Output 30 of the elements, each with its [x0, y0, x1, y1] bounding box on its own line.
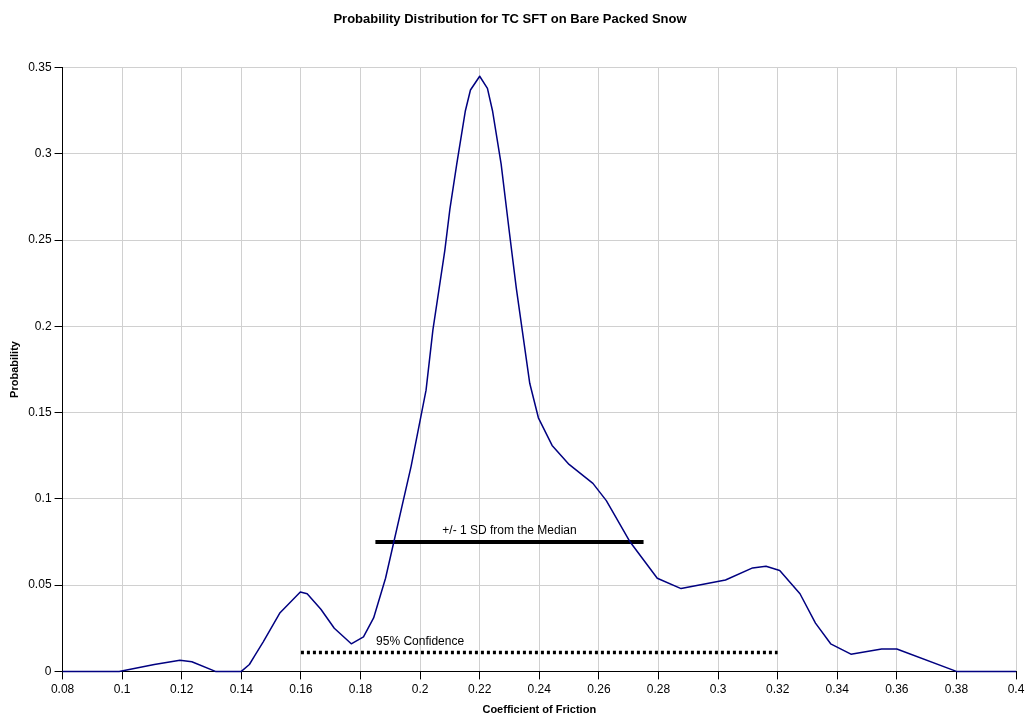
- x-tick-label: 0.36: [885, 681, 909, 696]
- y-tick-label: 0: [44, 663, 52, 678]
- x-tick-label: 0.2: [411, 681, 429, 696]
- annotation: 95% Confidence: [376, 633, 465, 648]
- y-tick-label: 0.3: [34, 146, 52, 161]
- x-tick-label: 0.1: [113, 681, 131, 696]
- x-tick-label: 0.32: [765, 681, 790, 696]
- y-tick-label: 0.1: [34, 491, 52, 506]
- x-tick-label: 0.22: [468, 681, 492, 696]
- x-tick-label: 0.16: [289, 681, 313, 696]
- x-tick-label: 0.14: [229, 681, 254, 696]
- x-tick-label: 0.24: [527, 681, 552, 696]
- x-tick-label: 0.3: [709, 681, 727, 696]
- x-tick-label: 0.12: [170, 681, 194, 696]
- annotation: +/- 1 SD from the Median: [442, 523, 577, 538]
- y-tick-label: 0.2: [34, 318, 52, 333]
- x-axis-title: Coefficient of Friction: [482, 703, 597, 716]
- y-axis-title: Probability: [7, 340, 20, 398]
- x-tick-label: 0.08: [50, 681, 75, 696]
- x-tick-label: 0.18: [348, 681, 373, 696]
- y-tick-label: 0.15: [28, 404, 52, 419]
- chart-title: Probability Distribution for TC SFT on Bare Packed Snow: [333, 11, 688, 27]
- y-tick-label: 0.35: [28, 59, 52, 74]
- y-tick-label: 0.05: [28, 577, 52, 592]
- x-tick-label: 0.34: [825, 681, 850, 696]
- x-tick-label: 0.38: [944, 681, 969, 696]
- x-tick-label: 0.26: [587, 681, 611, 696]
- x-tick-label: 0.4: [1007, 681, 1025, 696]
- x-tick-label: 0.28: [646, 681, 671, 696]
- y-tick-label: 0.25: [28, 232, 52, 247]
